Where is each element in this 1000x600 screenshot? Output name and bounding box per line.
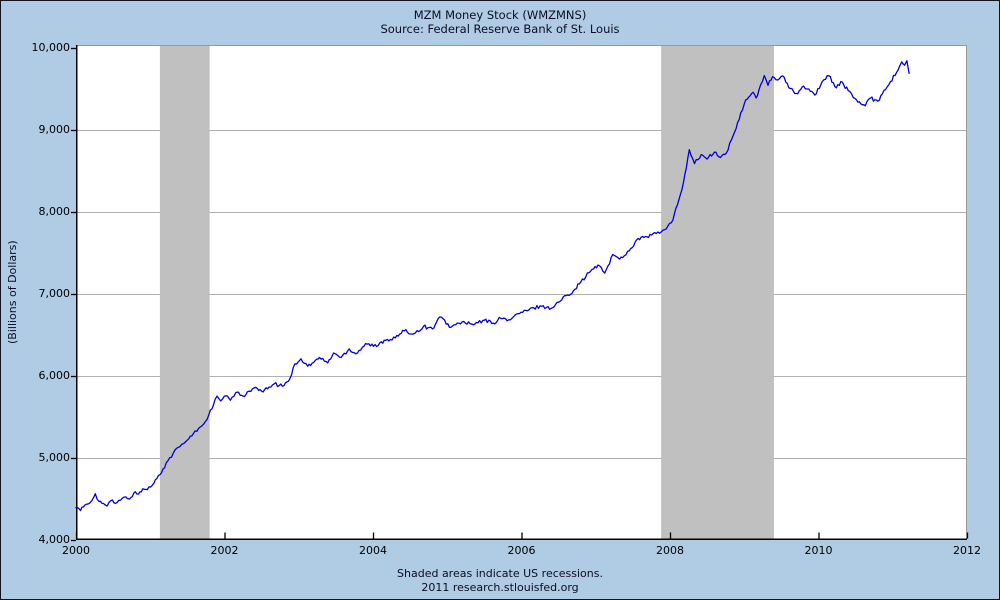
chart-canvas [71, 45, 969, 542]
x-tick-label: 2006 [507, 544, 536, 557]
y-tick-label: 10,000 [31, 41, 71, 54]
x-tick-label: 2010 [804, 544, 833, 557]
recession-band [159, 45, 210, 540]
x-tick-label: 2000 [62, 544, 90, 557]
x-tick-label: 2002 [210, 544, 239, 557]
source-credit: 2011 research.stlouisfed.org [421, 581, 579, 594]
x-tick-label: 2012 [953, 544, 981, 557]
y-tick-label: 9,000 [38, 123, 71, 136]
chart-title: MZM Money Stock (WMZMNS) [413, 8, 587, 22]
x-tick-label: 2008 [656, 544, 684, 557]
y-tick-label: 7,000 [38, 287, 71, 300]
data-line-mzm [75, 60, 910, 512]
recession-band [661, 45, 774, 540]
chart-subtitle: Source: Federal Reserve Bank of St. Loui… [380, 22, 620, 36]
y-tick-label: 5,000 [38, 451, 71, 464]
y-tick-label: 4,000 [38, 533, 71, 546]
x-tick-label: 2004 [359, 544, 387, 557]
y-tick-label: 8,000 [38, 205, 71, 218]
recession-note: Shaded areas indicate US recessions. [397, 567, 603, 580]
y-tick-label: 6,000 [38, 369, 71, 382]
plot-area [71, 45, 969, 542]
